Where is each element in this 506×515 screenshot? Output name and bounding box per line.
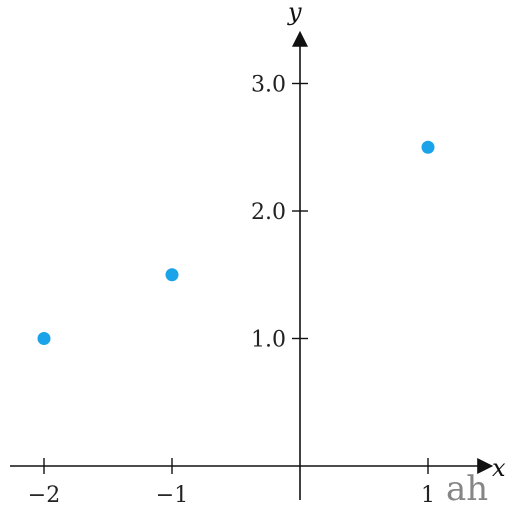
ticks: −2 −1 1 1.0 2.0 3.0: [28, 73, 435, 509]
y-tick-label: 3.0: [251, 73, 286, 98]
y-tick-label: 2.0: [251, 200, 286, 225]
x-tick-label: −2: [28, 483, 60, 508]
x-tick-label: −1: [156, 483, 188, 508]
x-axis-label: x: [492, 454, 506, 482]
axes: yx: [10, 0, 506, 500]
y-tick-label: 1.0: [251, 328, 286, 353]
data-point: [165, 268, 179, 282]
watermark-text: ah: [446, 469, 488, 509]
data-points: [37, 140, 435, 345]
y-axis-label: y: [287, 0, 302, 26]
x-tick-label: 1: [421, 483, 435, 508]
data-point: [37, 332, 51, 345]
data-point: [421, 140, 435, 154]
